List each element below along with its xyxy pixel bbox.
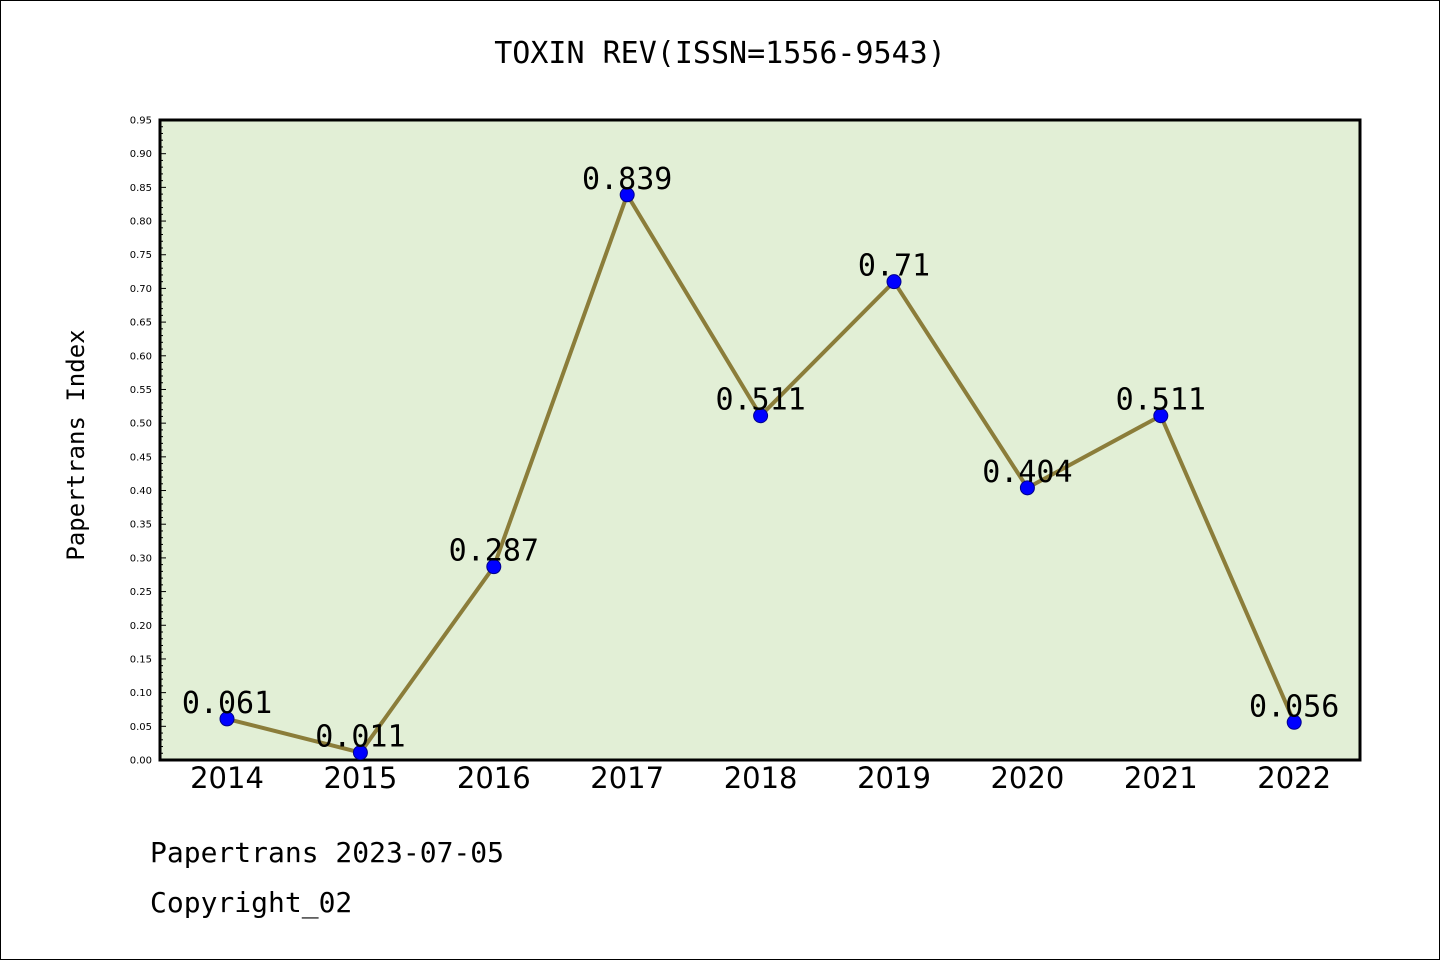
y-tick-label: 0.85 — [130, 183, 152, 194]
footer-date: Papertrans 2023-07-05 — [150, 836, 505, 869]
x-tick-label: 2017 — [590, 761, 664, 795]
data-label: 0.011 — [315, 720, 405, 755]
y-axis-ticks: 0.00 0.05 0.10 0.15 0.20 0.25 0.30 0.35 0.40 0.45… — [130, 116, 166, 767]
x-tick-label: 2022 — [1257, 761, 1331, 795]
x-tick-label: 2019 — [857, 761, 931, 795]
data-point — [1019, 480, 1035, 496]
y-tick-label: 0.80 — [130, 217, 152, 228]
x-tick-label: 2014 — [190, 761, 264, 795]
data-point — [486, 559, 502, 575]
data-point — [1153, 408, 1169, 424]
x-axis-ticks: 2014 2015 2016 2017 2018 2019 2020 2021 2022 — [190, 761, 1331, 795]
chart-title: TOXIN REV(ISSN=1556-9543) — [494, 36, 946, 71]
data-label: 0.511 — [715, 383, 805, 418]
y-tick-label: 0.65 — [130, 318, 152, 329]
y-tick-label: 0.40 — [130, 486, 152, 497]
y-tick-label: 0.95 — [130, 116, 152, 127]
y-tick-label: 0.25 — [130, 587, 152, 598]
y-tick-label: 0.00 — [130, 756, 152, 767]
data-label: 0.287 — [449, 534, 539, 569]
y-tick-label: 0.15 — [130, 654, 152, 665]
y-tick-label: 0.20 — [130, 621, 152, 632]
footer-copyright: Copyright_02 — [150, 886, 353, 919]
data-label: 0.404 — [982, 455, 1072, 490]
x-tick-label: 2016 — [457, 761, 531, 795]
data-label: 0.71 — [858, 249, 930, 284]
data-label: 0.511 — [1116, 383, 1206, 418]
data-point — [619, 187, 635, 203]
data-point — [886, 274, 902, 290]
y-tick-label: 0.70 — [130, 284, 152, 295]
x-tick-label: 2021 — [1124, 761, 1198, 795]
x-tick-label: 2015 — [323, 761, 397, 795]
data-label: 0.839 — [582, 162, 672, 197]
data-point — [1286, 714, 1302, 730]
x-tick-label: 2018 — [724, 761, 798, 795]
x-tick-label: 2020 — [990, 761, 1064, 795]
data-point — [753, 408, 769, 424]
series-markers — [219, 187, 1302, 761]
y-tick-label: 0.75 — [130, 250, 152, 261]
y-tick-label: 0.10 — [130, 688, 152, 699]
data-point — [219, 711, 235, 727]
y-tick-label: 0.55 — [130, 385, 152, 396]
y-tick-label: 0.30 — [130, 553, 152, 564]
y-tick-label: 0.50 — [130, 419, 152, 430]
y-tick-label: 0.45 — [130, 452, 152, 463]
data-point — [352, 745, 368, 761]
y-tick-label: 0.60 — [130, 351, 152, 362]
data-labels: 0.061 0.011 0.287 0.839 0.511 0.71 0.404 0.511 0… — [182, 162, 1340, 755]
y-tick-label: 0.05 — [130, 722, 152, 733]
y-tick-label: 0.90 — [130, 149, 152, 160]
data-label: 0.061 — [182, 686, 272, 721]
data-label: 0.056 — [1249, 689, 1339, 724]
y-tick-label: 0.35 — [130, 520, 152, 531]
plot-area — [158, 118, 1362, 762]
